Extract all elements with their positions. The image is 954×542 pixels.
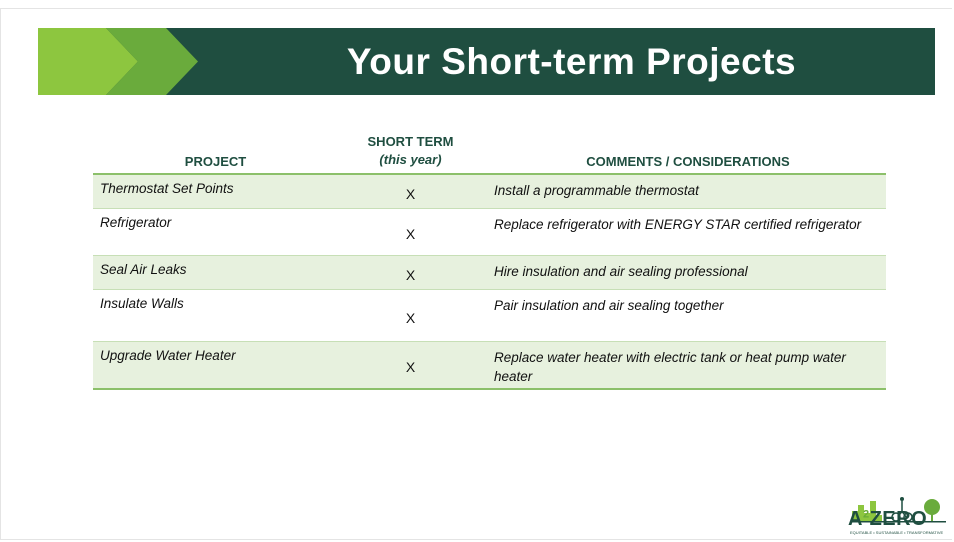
logo-graphic: [850, 497, 946, 523]
logo-sup: 2: [862, 508, 870, 521]
table-cell: Replace water heater with electric tank …: [494, 350, 846, 384]
chevrons: [38, 28, 198, 95]
logo-a: A: [848, 508, 863, 530]
logo-tagline: EQUITABLE • SUSTAINABLE • TRANSFORMATIVE: [850, 530, 944, 535]
table-cell: X: [405, 185, 416, 202]
table-cell: Hire insulation and air sealing professi…: [494, 264, 748, 279]
slide: [0, 8, 952, 540]
table-cell: X: [405, 309, 416, 326]
table-cell: Insulate Walls: [100, 296, 184, 311]
header-cell: PROJECT: [184, 154, 247, 169]
table-cell: Seal Air Leaks: [100, 262, 187, 277]
table-cell: Upgrade Water Heater: [100, 348, 236, 363]
table-cell: X: [405, 266, 416, 283]
banner: Your Short-term Projects: [38, 28, 935, 95]
table-cell: Thermostat Set Points: [100, 181, 234, 196]
table-header: PROJECT SHORT TERM (this year) COMMENTS …: [93, 130, 886, 175]
table-cell: X: [405, 359, 416, 375]
title: Your Short-term Projects: [346, 41, 797, 82]
table-cell: X: [405, 226, 416, 242]
header-text: SHORT TERM: [367, 134, 454, 149]
header-cell: SHORT TERM (this year): [343, 133, 478, 169]
table-row: Thermostat Set Points X Install a programm…: [93, 175, 886, 209]
header-text: (this year): [379, 152, 442, 167]
logo-zero: ZERO: [869, 508, 928, 530]
table-row: Insulate Walls X Pair insulation and air s…: [93, 290, 886, 342]
table-cell: Pair insulation and air sealing together: [494, 298, 724, 313]
table-row: Refrigerator X Replace refrigerator with E…: [93, 209, 886, 256]
table-row: Seal Air Leaks X Hire insulation and air s…: [93, 256, 886, 290]
table-row: Upgrade Water Heater X Replace water heate…: [93, 342, 886, 390]
table-cell: Replace refrigerator with ENERGY STAR ce…: [494, 217, 862, 232]
table-cell: Install a programmable thermostat: [494, 183, 699, 198]
table-cell: Refrigerator: [100, 215, 172, 230]
table-body: Thermostat Set Points X Install a programm…: [93, 175, 886, 390]
header-cell: COMMENTS / CONSIDERATIONS: [586, 154, 790, 169]
table: PROJECT SHORT TERM (this year) COMMENTS …: [93, 130, 886, 390]
logo-text: A2ZERO: [848, 508, 927, 531]
